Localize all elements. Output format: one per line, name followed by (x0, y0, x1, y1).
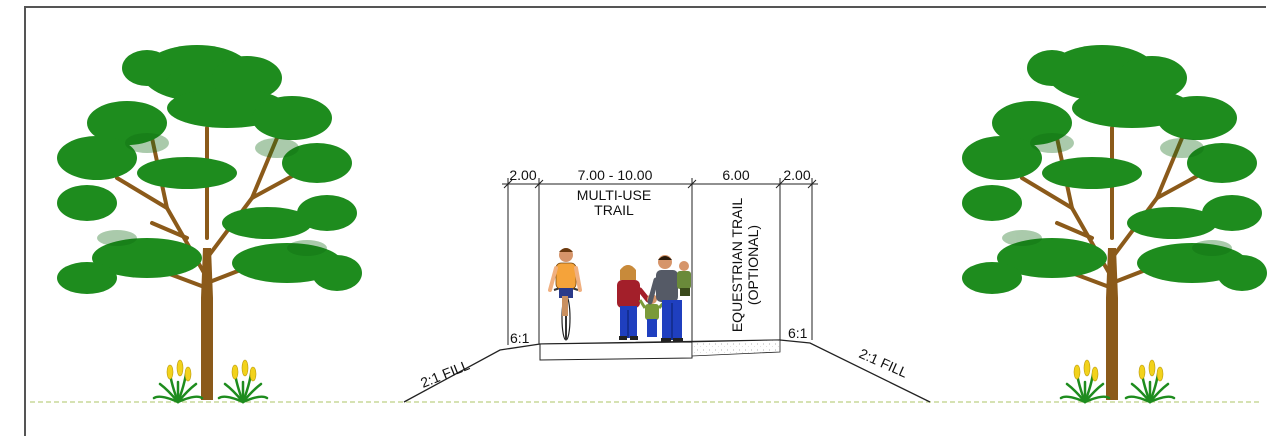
dim-equestrian-width: 6.00 (722, 167, 749, 183)
yellow-flower-plant-icon (152, 358, 204, 404)
pedestrian-icon (647, 255, 691, 342)
yellow-flower-plant-icon (217, 358, 269, 404)
fill-left-label: 2:1 FILL (418, 357, 472, 391)
cyclist-icon (548, 248, 582, 341)
slope-left-label: 6:1 (510, 330, 530, 346)
equestrian-label-line2: (OPTIONAL) (745, 225, 761, 305)
slope-right-label: 6:1 (788, 325, 808, 341)
pedestrian-icon (617, 265, 651, 340)
tree-icon (55, 43, 364, 402)
equestrian-label-line1: EQUESTRIAN TRAIL (729, 198, 745, 333)
tree-icon (960, 43, 1269, 402)
trail-surface (539, 339, 781, 361)
yellow-flower-plant-icon (1059, 358, 1111, 404)
multi-use-label-line1: MULTI-USE (577, 187, 651, 203)
dim-left-shoulder: 2.00 (509, 167, 536, 183)
dim-multi-use-width: 7.00 - 10.00 (578, 167, 653, 183)
yellow-flower-plant-icon (1124, 358, 1176, 404)
multi-use-label-line2: TRAIL (594, 202, 634, 218)
fill-right-label: 2:1 FILL (857, 345, 911, 381)
dim-right-shoulder: 2.00 (783, 167, 810, 183)
drawing-frame (24, 6, 1266, 436)
dimension-line (502, 179, 818, 189)
dimension-extension-lines (507, 178, 813, 345)
